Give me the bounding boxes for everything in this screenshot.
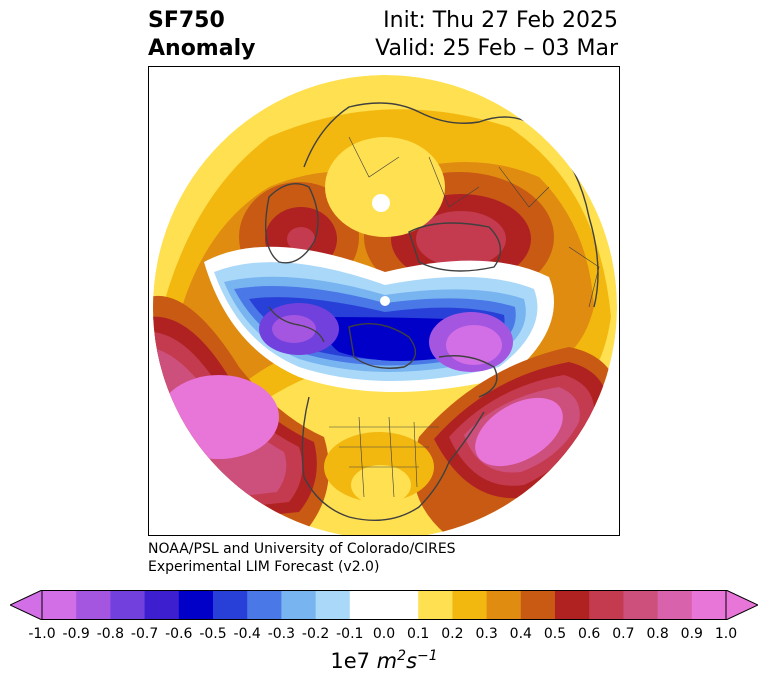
field-pole-white	[380, 296, 390, 306]
colorbar-bin	[247, 590, 282, 620]
field-high-pacific-core	[159, 375, 279, 459]
colorbar-tick-label: 0.4	[509, 626, 532, 642]
credit-line-2: Experimental LIM Forecast (v2.0)	[148, 559, 380, 575]
valid-range: Valid: 25 Feb – 03 Mar	[375, 36, 618, 61]
init-date: Init: Thu 27 Feb 2025	[383, 8, 618, 33]
colorbar-tick-label: 0.5	[543, 626, 567, 642]
colorbar-bin	[213, 590, 248, 620]
colorbar-bin	[76, 590, 111, 620]
colorbar-frame	[41, 590, 727, 620]
colorbar-tick-label: 0.2	[441, 626, 464, 642]
colorbar-arrow-low	[10, 590, 43, 620]
field-low-west	[272, 315, 316, 343]
colorbar-tick-label: 1.0	[714, 626, 738, 642]
field-high-asia-core	[416, 211, 506, 267]
colorbar-bin	[144, 590, 180, 620]
colorbar-unit-label: 1e7 m2s−1	[0, 648, 768, 673]
colorbar-bin	[486, 590, 522, 620]
unit-s: s	[406, 649, 418, 673]
colorbar-tick-label: -0.1	[336, 626, 364, 642]
field-low-east	[446, 325, 502, 365]
unit-m: m	[376, 649, 398, 673]
colorbar-bin	[555, 590, 590, 620]
colorbar-tick-label: 0.8	[646, 626, 669, 642]
colorbar-bin	[315, 590, 351, 620]
colorbar-bin	[657, 590, 693, 620]
colorbar-bin	[349, 590, 385, 620]
borders	[329, 136, 600, 498]
colorbar-tick-label: 0.1	[407, 626, 430, 642]
field-high-atlantic-core	[475, 397, 563, 467]
colorbar-ticks: -1.0 -0.9 -0.8 -0.7 -0.6 -0.5 -0.4 -0.3 -0.2 -0.1…	[0, 626, 768, 646]
colorbar-bin	[178, 590, 214, 620]
colorbar-bin	[418, 590, 453, 620]
map-panel	[148, 66, 620, 536]
unit-base: 1e7	[330, 649, 370, 673]
colorbar	[10, 590, 758, 620]
colorbar-tick-label: 0.9	[680, 626, 703, 642]
colorbar-arrow-high	[725, 590, 758, 620]
colorbar-tick-label: 0.6	[578, 626, 601, 642]
colorbar-bin	[589, 590, 624, 620]
colorbar-tick-label: -0.5	[199, 626, 227, 642]
field-arctic-yellow	[325, 137, 445, 237]
colorbar-bin	[623, 590, 659, 620]
colorbar-tick-label: -0.8	[96, 626, 125, 642]
field-arctic-white	[372, 194, 390, 212]
colorbar-bin	[110, 590, 146, 620]
colorbar-bin	[281, 590, 317, 620]
colorbar-tick-label: 0.3	[475, 626, 498, 642]
colorbar-bin	[520, 590, 556, 620]
polar-anomaly-map	[153, 75, 617, 535]
colorbar-tick-label: 0.0	[372, 626, 396, 642]
colorbar-tick-label: -1.0	[28, 626, 56, 642]
colorbar-bin	[384, 590, 419, 620]
unit-s-exp: −1	[417, 648, 438, 664]
colorbar-tick-label: -0.9	[62, 626, 90, 642]
colorbar-tick-label: -0.3	[267, 626, 296, 642]
colorbar-tick-label: -0.4	[233, 626, 261, 642]
field-pos-us-core	[351, 465, 411, 505]
field-low-canada	[325, 317, 464, 361]
field-high-europe-core	[287, 227, 315, 251]
credit-line-1: NOAA/PSL and University of Colorado/CIRE…	[148, 541, 456, 557]
colorbar-tick-label: -0.6	[165, 626, 193, 642]
map-title: SF750	[148, 8, 225, 33]
coastlines	[264, 102, 610, 522]
colorbar-bin	[42, 590, 77, 620]
unit-m-exp: 2	[397, 648, 407, 664]
colorbar-bin	[691, 590, 727, 620]
colorbar-bin	[452, 590, 488, 620]
colorbar-tick-label: -0.7	[130, 626, 159, 642]
map-subtitle: Anomaly	[148, 36, 256, 61]
colorbar-tick-label: 0.7	[612, 626, 635, 642]
colorbar-tick-label: -0.2	[301, 626, 330, 642]
